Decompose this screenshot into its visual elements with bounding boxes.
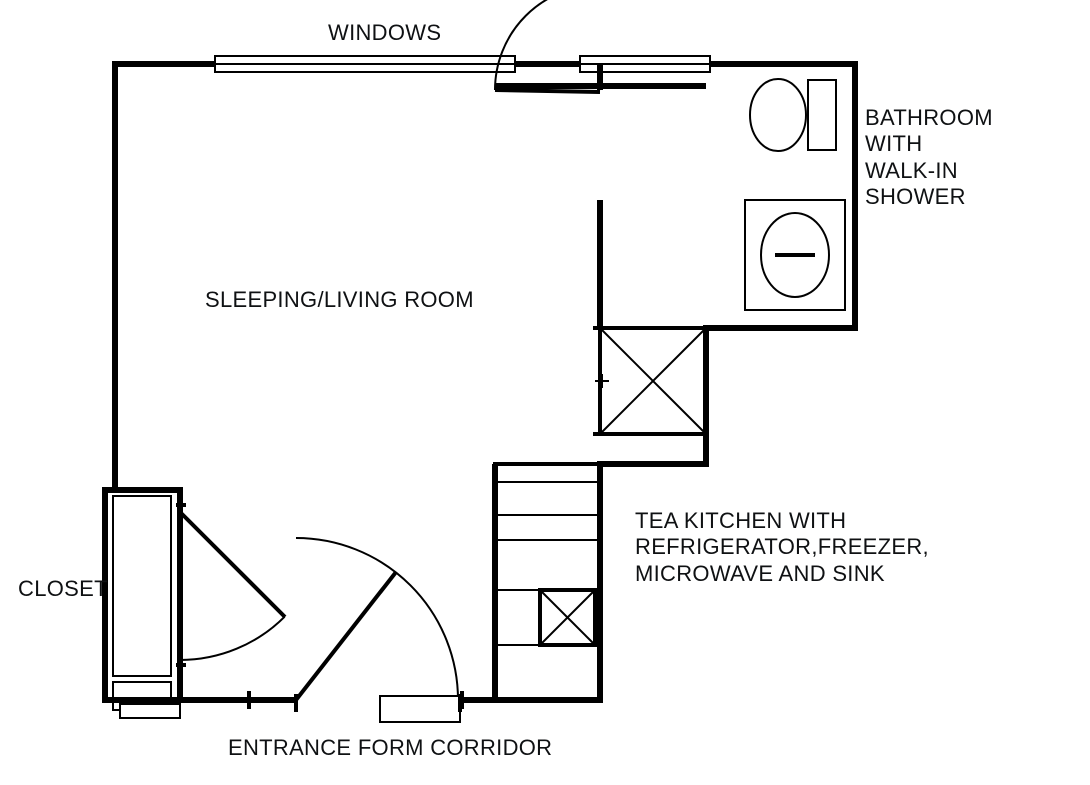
label-bathroom: BATHROOM WITH WALK-IN SHOWER — [865, 105, 993, 211]
label-main-room: SLEEPING/LIVING ROOM — [205, 287, 474, 313]
label-windows: WINDOWS — [328, 20, 441, 46]
label-closet: CLOSET — [18, 576, 108, 602]
label-entrance: ENTRANCE FORM CORRIDOR — [228, 735, 552, 761]
label-kitchen: TEA KITCHEN WITH REFRIGERATOR,FREEZER, M… — [635, 508, 929, 587]
